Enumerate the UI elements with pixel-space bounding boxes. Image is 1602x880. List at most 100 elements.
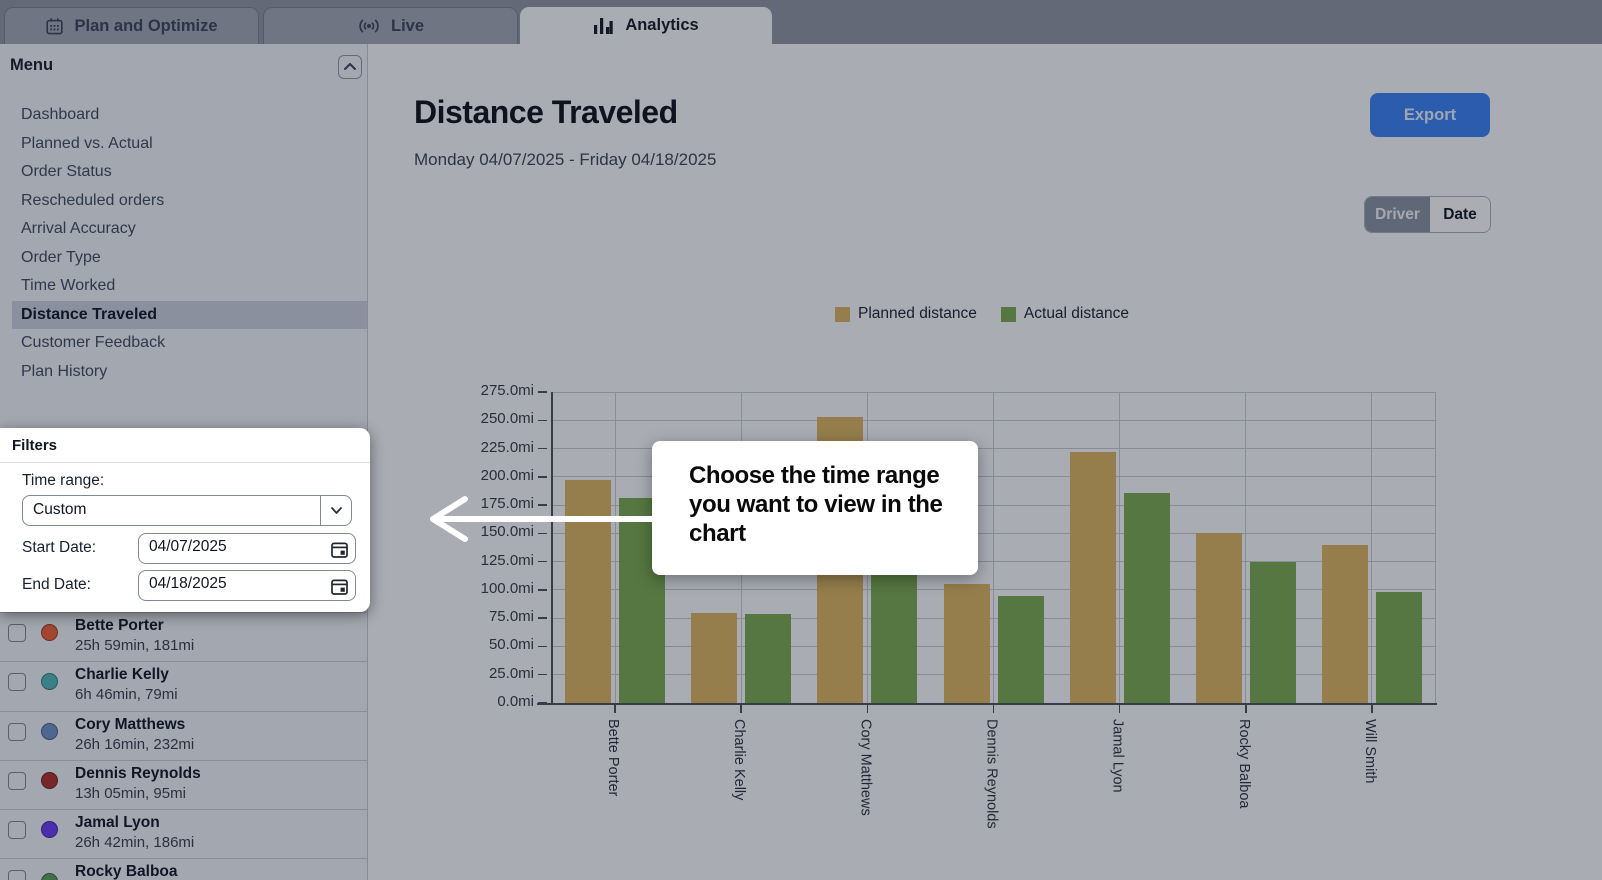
driver-color-dot [41, 771, 58, 789]
driver-row[interactable]: Dennis Reynolds 13h 05min, 95mi [0, 759, 367, 809]
x-axis-label: Will Smith [1361, 719, 1378, 784]
driver-name: Bette Porter [75, 617, 164, 634]
end-date-field[interactable] [138, 570, 356, 601]
sidebar-item-dashboard[interactable]: Dashboard [21, 106, 100, 123]
tour-callout: Choose the time range you want to view i… [652, 441, 978, 575]
driver-list: Bette Porter 25h 59min, 181mi Charlie Ke… [0, 612, 367, 880]
sidebar-item-plan-history[interactable]: Plan History [21, 362, 108, 380]
sidebar-item-order-type[interactable]: Order Type [21, 248, 101, 266]
chevron-down-icon [320, 496, 351, 525]
filters-panel: Filters Time range: Custom Start Date: E… [0, 428, 370, 612]
start-date-input[interactable] [149, 538, 309, 556]
driver-name: Charlie Kelly [75, 666, 169, 684]
tab-live[interactable]: Live [263, 7, 518, 44]
sidebar-item-planned-vs-actual[interactable]: Planned vs. Actual [21, 134, 153, 152]
driver-stats: 13h 05min, 95mi [75, 784, 186, 802]
sidebar-item-distance-traveled[interactable]: Distance Traveled [12, 300, 367, 329]
main-content: 0.0mi 25.0mi 50.0mi 75.0mi 100.0mi 125.0mi 150… [368, 44, 1602, 880]
legend-item-planned: Planned distance [835, 305, 977, 323]
time-range-label: Time range: [22, 472, 105, 489]
y-axis-label: 250.0mi [480, 410, 534, 428]
calendar-picker-icon[interactable] [328, 575, 350, 597]
end-date-input[interactable] [149, 575, 309, 593]
driver-stats: 25h 59min, 181mi [75, 637, 195, 654]
driver-checkbox[interactable] [8, 673, 26, 692]
tab-label: Live [390, 16, 425, 35]
legend-item-actual: Actual distance [1000, 305, 1130, 323]
time-range-selected-value: Custom [33, 501, 87, 518]
x-axis-label: Rocky Balboa [1235, 719, 1252, 809]
tab-analytics[interactable]: Analytics [520, 7, 772, 44]
tab-plan-and-optimize[interactable]: Plan and Optimize [4, 7, 259, 44]
bar-planned [1321, 545, 1368, 703]
end-date-label: End Date: [22, 576, 91, 593]
tour-callout-text: Choose the time range you want to view i… [689, 462, 943, 547]
bar-planned [691, 613, 738, 703]
y-axis-label: 275.0mi [480, 382, 534, 399]
x-axis-label: Jamal Lyon [1109, 719, 1126, 793]
driver-checkbox[interactable] [8, 771, 26, 790]
driver-name: Rocky Balboa [75, 863, 178, 880]
legend-label: Actual distance [1023, 305, 1130, 322]
divider [0, 462, 370, 463]
bar-actual [1375, 592, 1422, 703]
actual-swatch-icon [1000, 306, 1016, 322]
driver-checkbox[interactable] [8, 870, 26, 880]
planned-swatch-icon [835, 306, 850, 322]
sidebar-item-arrival-accuracy[interactable]: Arrival Accuracy [21, 220, 136, 237]
bar-actual [745, 614, 792, 703]
sidebar-item-rescheduled-orders[interactable]: Rescheduled orders [21, 191, 165, 209]
driver-row[interactable]: Bette Porter 25h 59min, 181mi [0, 612, 367, 661]
driver-row[interactable]: Jamal Lyon 26h 42min, 186mi [0, 809, 367, 858]
start-date-field[interactable] [138, 533, 356, 564]
y-axis-label: 200.0mi [480, 466, 534, 484]
chevron-up-icon [343, 58, 357, 76]
start-date-label: Start Date: [22, 539, 97, 556]
sidebar-item-order-status[interactable]: Order Status [21, 163, 112, 180]
legend-label: Planned distance [858, 305, 977, 322]
driver-color-dot [41, 624, 58, 641]
time-range-select[interactable]: Custom [22, 495, 352, 526]
menu-collapse-button[interactable] [338, 55, 362, 79]
menu-title: Menu [10, 56, 54, 74]
page-subtitle: Monday 04/07/2025 - Friday 04/18/2025 [414, 150, 717, 169]
driver-name: Cory Matthews [75, 715, 186, 733]
driver-color-dot [41, 722, 58, 740]
toggle-driver[interactable]: Driver [1365, 197, 1430, 232]
driver-checkbox[interactable] [8, 624, 26, 642]
driver-name: Dennis Reynolds [75, 764, 201, 782]
driver-checkbox[interactable] [8, 722, 26, 741]
page-title: Distance Traveled [414, 94, 678, 130]
driver-date-toggle: Driver Date [1364, 196, 1491, 233]
driver-row[interactable]: Cory Matthews 26h 16min, 232mi [0, 710, 367, 760]
y-axis-label: 0.0mi [497, 693, 534, 710]
bar-actual [1123, 493, 1170, 703]
y-axis-label: 175.0mi [480, 495, 534, 513]
bar-chart-icon [593, 16, 615, 35]
driver-stats: 6h 46min, 79mi [75, 686, 178, 704]
sidebar-item-time-worked[interactable]: Time Worked [21, 277, 116, 294]
bar-planned [1195, 533, 1242, 703]
driver-color-dot [41, 821, 58, 839]
bar-actual [997, 596, 1044, 703]
driver-row[interactable]: Rocky Balboa [0, 858, 367, 880]
export-button[interactable]: Export [1370, 93, 1490, 137]
toggle-date[interactable]: Date [1430, 197, 1490, 232]
y-axis-label: 25.0mi [488, 664, 534, 682]
driver-color-dot [41, 673, 58, 691]
driver-stats: 26h 16min, 232mi [75, 735, 195, 753]
calendar-picker-icon[interactable] [328, 538, 350, 560]
driver-row[interactable]: Charlie Kelly 6h 46min, 79mi [0, 661, 367, 710]
x-axis-label: Bette Porter [605, 719, 622, 797]
sidebar-item-customer-feedback[interactable]: Customer Feedback [21, 334, 166, 351]
live-broadcast-icon [357, 18, 381, 34]
y-axis-label: 125.0mi [480, 551, 534, 569]
driver-checkbox[interactable] [8, 821, 26, 840]
y-axis-label: 75.0mi [488, 608, 534, 626]
y-axis-label: 225.0mi [480, 438, 534, 456]
driver-stats: 26h 42min, 186mi [75, 834, 195, 852]
tab-label: Plan and Optimize [74, 16, 218, 35]
x-axis-label: Charlie Kelly [731, 719, 748, 801]
chart-legend: Planned distance Actual distance [835, 305, 1129, 323]
